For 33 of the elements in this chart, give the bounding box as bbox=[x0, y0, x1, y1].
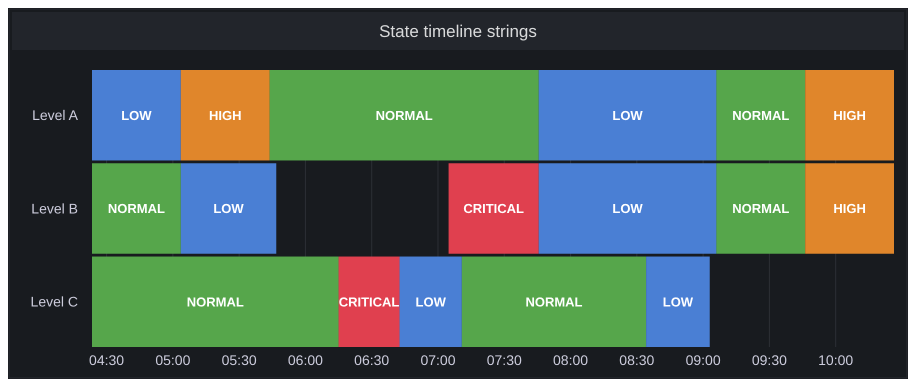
chart-title: State timeline strings bbox=[379, 22, 537, 41]
data-label: LOW bbox=[662, 294, 694, 310]
x-tick-label: 08:00 bbox=[553, 352, 588, 368]
data-label: LOW bbox=[612, 108, 644, 123]
x-tick-label: 05:00 bbox=[155, 352, 191, 368]
x-tick-label: 09:30 bbox=[752, 352, 788, 368]
data-label: NORMAL bbox=[525, 294, 583, 310]
data-label: NORMAL bbox=[376, 108, 433, 123]
y-tick-label: Level B bbox=[31, 200, 78, 216]
x-tick-label: 07:30 bbox=[486, 352, 522, 368]
data-label: HIGH bbox=[208, 108, 242, 123]
data-label: CRITICAL bbox=[463, 201, 524, 216]
data-label: CRITICAL bbox=[338, 294, 400, 310]
y-tick-label: Level C bbox=[30, 294, 78, 310]
x-tick-label: 06:00 bbox=[288, 352, 324, 368]
x-tick-label: 07:00 bbox=[420, 352, 456, 368]
data-label: NORMAL bbox=[186, 294, 244, 310]
data-label: LOW bbox=[121, 108, 152, 123]
data-label: NORMAL bbox=[732, 108, 790, 123]
data-label: LOW bbox=[612, 201, 644, 216]
x-tick-label: 10:00 bbox=[818, 352, 854, 368]
data-label: NORMAL bbox=[108, 201, 165, 216]
x-tick-label: 04:30 bbox=[89, 352, 124, 368]
data-label: HIGH bbox=[833, 201, 866, 216]
y-tick-label: Level A bbox=[32, 107, 79, 124]
data-label: LOW bbox=[213, 201, 244, 216]
x-tick-label: 08:30 bbox=[619, 352, 655, 368]
data-label: HIGH bbox=[833, 108, 866, 123]
data-label: NORMAL bbox=[732, 201, 790, 216]
x-tick-label: 09:00 bbox=[686, 352, 721, 368]
x-tick-label: 06:30 bbox=[354, 352, 390, 368]
x-tick-label: 05:30 bbox=[222, 352, 257, 368]
data-label: LOW bbox=[416, 294, 447, 310]
